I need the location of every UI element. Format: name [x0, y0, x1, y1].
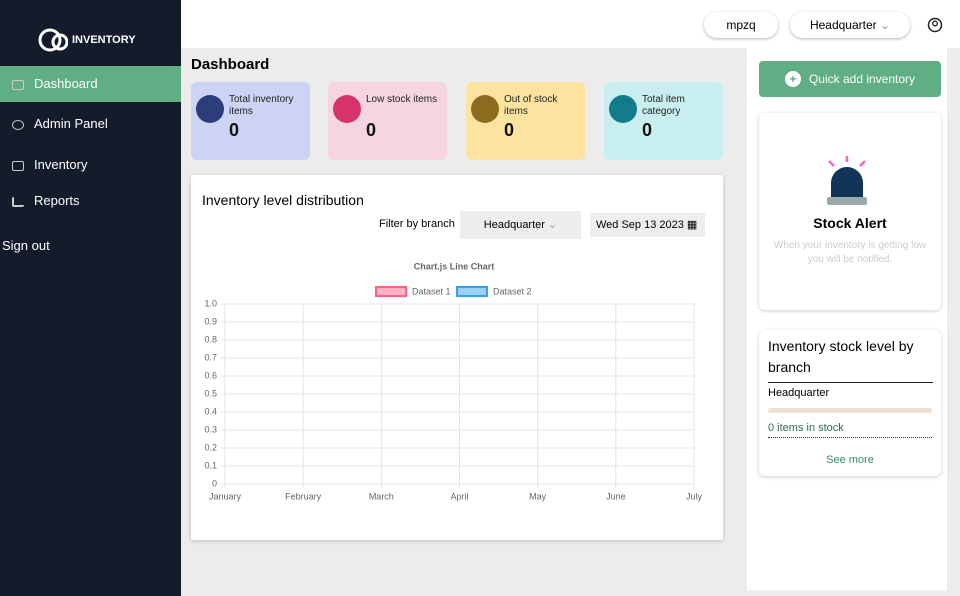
stat-card: Total inventory items 0: [191, 82, 310, 160]
y-tick-label: 0.2: [204, 442, 217, 452]
nav-item[interactable]: Dashboard: [0, 66, 181, 102]
nav-item[interactable]: Reports: [0, 183, 181, 219]
stat-card: Total item category 0: [604, 82, 723, 160]
x-tick-label: March: [369, 491, 394, 501]
nav-item[interactable]: Admin Panel: [0, 106, 181, 142]
filter-label: Filter by branch: [379, 218, 455, 230]
y-tick-label: 1.0: [204, 298, 217, 308]
nav-label[interactable]: Dashboard: [34, 76, 98, 91]
y-tick-label: 0.1: [204, 460, 217, 470]
logo-text: INVENTORY: [72, 34, 136, 46]
y-tick-label: 0.8: [204, 334, 217, 344]
chart-panel: Inventory level distribution Filter by b…: [191, 175, 723, 540]
y-tick-label: 0.4: [204, 406, 217, 416]
card-label: Total inventory items: [229, 94, 294, 117]
account-icon[interactable]: [927, 17, 943, 33]
y-tick-label: 0.9: [204, 316, 217, 326]
stock-alert-text: When your inventory is getting low you w…: [773, 240, 927, 265]
page-title: Dashboard: [191, 56, 270, 73]
card-value: 0: [504, 120, 515, 140]
stock-alert-title: Stock Alert: [813, 215, 887, 231]
stat-card: Out of stock items 0: [466, 82, 585, 160]
x-tick-label: February: [285, 491, 322, 501]
nav-item[interactable]: Inventory: [0, 147, 181, 183]
sidebar: INVENTORY Dashboard Admin Panel Inventor…: [0, 0, 181, 596]
filter-branch-label[interactable]: Headquarter: [483, 219, 545, 231]
quick-add-button[interactable]: + Quick add inventory: [759, 61, 941, 97]
stock-alert-card: Stock Alert When your inventory is getti…: [759, 113, 941, 310]
x-tick-label: January: [209, 491, 242, 501]
sign-out-label[interactable]: Sign out: [2, 238, 50, 253]
card-icon: [196, 95, 224, 123]
card-value: 0: [366, 120, 377, 140]
card-label: Out of stock items: [504, 94, 558, 117]
legend-label: Dataset 1: [412, 286, 451, 296]
y-tick-label: 0.6: [204, 370, 217, 380]
y-tick-label: 0.3: [204, 424, 217, 434]
card-label: Low stock items: [366, 94, 438, 105]
x-tick-label: May: [529, 491, 547, 501]
right-panel: + Quick add inventory Stock Alert When yo…: [747, 48, 947, 590]
stock-level-title: Inventory stock level by branch: [768, 336, 933, 383]
date-label[interactable]: Wed Sep 13 2023: [596, 219, 684, 231]
card-icon: [333, 95, 361, 123]
stat-card: Low stock items 0: [328, 82, 447, 160]
line-chart: Chart.js Line Chart 0 0.1 0.2 0.3 0.4 0.5 0.6 0…: [204, 261, 703, 501]
nav-label[interactable]: Inventory: [34, 157, 88, 172]
stock-bar: [768, 408, 932, 413]
sign-out[interactable]: Sign out: [0, 228, 183, 264]
panel-title: Inventory level distribution: [202, 192, 364, 208]
date-picker[interactable]: Wed Sep 13 2023 ▦: [590, 213, 705, 237]
legend-swatch: [456, 286, 488, 297]
nav-label[interactable]: Admin Panel: [34, 116, 108, 131]
see-more-link[interactable]: See more: [826, 454, 874, 466]
chart-title: Chart.js Line Chart: [414, 261, 495, 271]
stock-level-card: Inventory stock level by branch Headquar…: [759, 330, 941, 476]
quick-add-label[interactable]: Quick add inventory: [808, 72, 916, 86]
topbar: mpzq Headquarter ⌄: [181, 0, 960, 48]
card-label: Total item category: [642, 94, 685, 117]
card-icon: [471, 95, 499, 123]
alarm-icon: [827, 156, 867, 205]
stock-branch: Headquarter: [768, 387, 830, 399]
stock-items: 0 items in stock: [768, 422, 932, 438]
x-tick-label: July: [686, 491, 703, 501]
user-button[interactable]: mpzq: [704, 12, 778, 38]
x-tick-label: June: [606, 491, 626, 501]
nav-label[interactable]: Reports: [34, 193, 80, 208]
card-value: 0: [229, 120, 240, 140]
card-value: 0: [642, 120, 653, 140]
y-tick-label: 0.7: [204, 352, 217, 362]
card-icon: [609, 95, 637, 123]
logo-icon: [38, 28, 68, 52]
branch-label[interactable]: Headquarter: [809, 18, 877, 32]
x-tick-label: April: [450, 491, 468, 501]
legend-swatch: [375, 286, 407, 297]
filter-branch[interactable]: Headquarter ⌄: [460, 211, 581, 239]
y-tick-label: 0: [212, 478, 217, 488]
branch-select[interactable]: Headquarter ⌄: [790, 12, 910, 38]
y-tick-label: 0.5: [204, 388, 217, 398]
legend-label: Dataset 2: [493, 286, 532, 296]
